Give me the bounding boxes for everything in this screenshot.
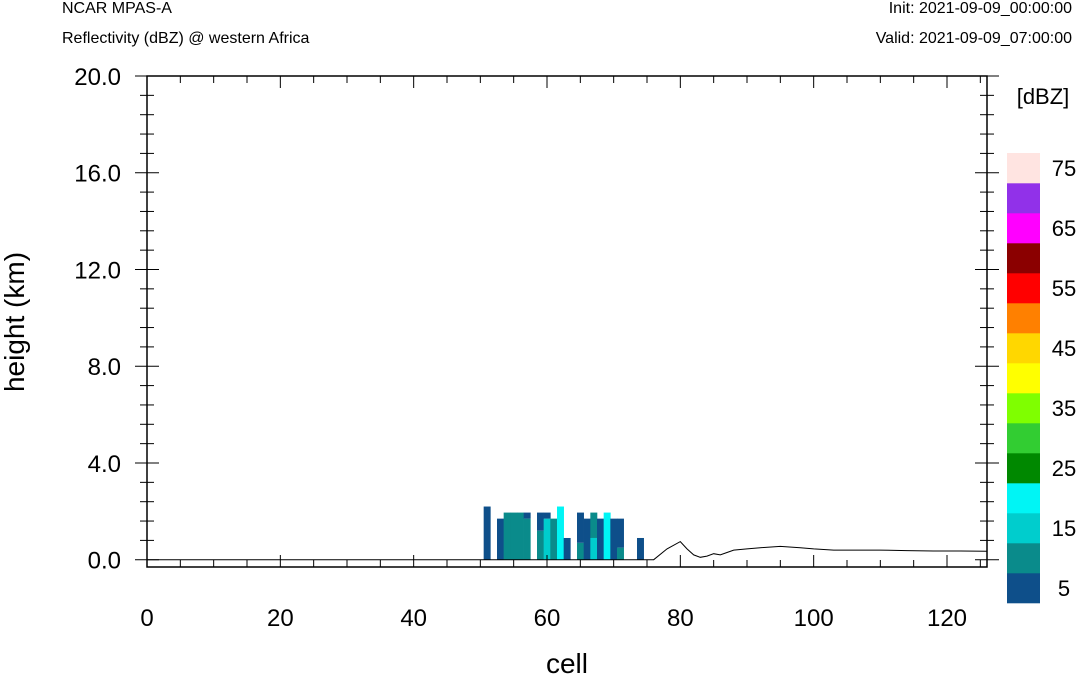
reflectivity-cell [637,537,644,560]
colorbar-tick-label: 75 [1052,156,1076,181]
reflectivity-cell [537,512,544,531]
x-tick-label: 0 [140,605,153,632]
colorbar-swatch [1007,213,1040,244]
colorbar-tick-label: 55 [1052,276,1076,301]
colorbar-swatch [1007,483,1040,514]
y-axis-label: height (km) [0,252,30,392]
colorbar-swatch [1007,243,1040,274]
x-axis-label: cell [546,648,588,677]
colorbar-tick-label: 15 [1052,516,1076,541]
chart-title: NCAR MPAS-A [62,0,172,17]
colorbar-swatch [1007,303,1040,334]
colorbar-swatch [1007,573,1040,604]
reflectivity-cell [483,506,491,560]
plot-frame [146,75,988,568]
colorbar-swatch [1007,423,1040,454]
y-tick-label: 8.0 [88,354,121,381]
reflectivity-cell [563,537,571,560]
reflectivity-cell [577,512,584,543]
reflectivity-cell [610,518,618,560]
colorbar-tick-label: 25 [1052,456,1076,481]
reflectivity-cell [557,506,564,560]
reflectivity-cell [550,518,558,560]
reflectivity-cell [517,512,524,560]
colorbar-swatch [1007,543,1040,574]
colorbar-swatch [1007,363,1040,394]
x-tick-label: 120 [927,605,967,632]
reflectivity-cell [590,537,598,560]
reflectivity-cell [543,512,551,519]
colorbar-swatch [1007,183,1040,214]
colorbar-swatch [1007,513,1040,544]
chart-subtitle: Reflectivity (dBZ) @ western Africa [62,30,310,47]
reflectivity-cell [617,518,624,548]
colorbar-unit-label: [dBZ] [1017,84,1070,109]
y-axis: 0.0 4.0 8.0 12.0 16.0 20.0 [74,64,999,575]
colorbar-swatch [1007,273,1040,304]
y-tick-label: 20.0 [74,64,121,91]
plot-border [146,75,988,568]
colorbar-tick-label: 35 [1052,396,1076,421]
x-tick-label: 60 [534,605,561,632]
x-tick-label: 80 [667,605,694,632]
colorbar-swatch [1007,453,1040,484]
terrain-line [147,540,988,561]
reflectivity-cell [590,512,598,538]
y-tick-label: 4.0 [88,451,121,478]
colorbar: 5 15 25 35 45 55 65 75 [1007,153,1076,604]
colorbar-tick-label: 45 [1052,336,1076,361]
x-axis: 0 20 40 60 80 100 120 [140,76,981,632]
reflectivity-cell [543,518,551,560]
reflectivity-cell [503,512,511,560]
reflectivity-cell [523,512,531,519]
colorbar-swatch [1007,153,1040,184]
reflectivity-cells [483,506,644,560]
x-tick-label: 40 [400,605,427,632]
x-tick-label: 100 [794,605,834,632]
reflectivity-cell [583,518,591,560]
reflectivity-cell [597,518,604,560]
y-tick-label: 16.0 [74,161,121,188]
reflectivity-cell [523,518,531,560]
colorbar-tick-label: 65 [1052,216,1076,241]
init-time-label: Init: 2021-09-09_00:00:00 [888,0,1072,17]
y-tick-label: 12.0 [74,257,121,284]
x-tick-label: 20 [267,605,294,632]
y-tick-label: 0.0 [88,548,121,575]
reflectivity-cell [617,547,624,560]
colorbar-tick-label: 5 [1058,576,1070,601]
colorbar-swatch [1007,393,1040,424]
reflectivity-cell [537,530,544,560]
reflectivity-cell [603,512,611,560]
reflectivity-cell [510,512,518,560]
terrain-path [147,540,988,561]
valid-time-label: Valid: 2021-09-09_07:00:00 [875,30,1072,47]
colorbar-swatch [1007,333,1040,364]
reflectivity-cell [577,542,584,560]
reflectivity-cell [497,518,504,560]
